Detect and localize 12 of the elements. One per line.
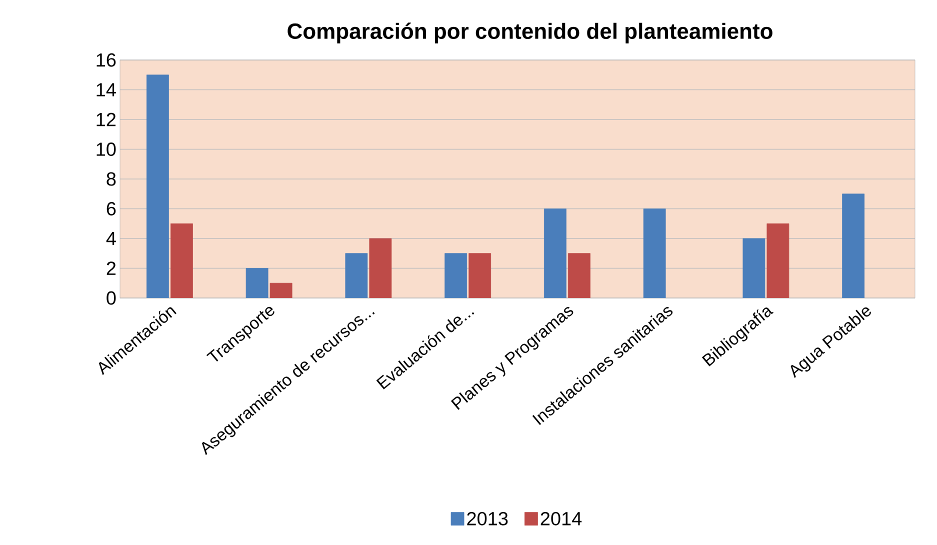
legend-label: 2013 [467, 512, 508, 526]
y-tick-label: 14 [96, 83, 116, 96]
y-tick-label: 12 [96, 112, 116, 126]
y-tick-label: 4 [106, 232, 116, 246]
chart-title: Comparación por contenido del planteamiento [288, 22, 772, 44]
legend-label: 2014 [540, 512, 582, 526]
y-tick-label: 8 [106, 172, 116, 186]
y-tick-label: 0 [106, 291, 116, 305]
y-tick-label: 16 [96, 53, 116, 67]
y-tick-label: 10 [96, 142, 116, 156]
y-tick-label: 6 [106, 202, 116, 216]
y-tick-label: 2 [106, 262, 116, 275]
